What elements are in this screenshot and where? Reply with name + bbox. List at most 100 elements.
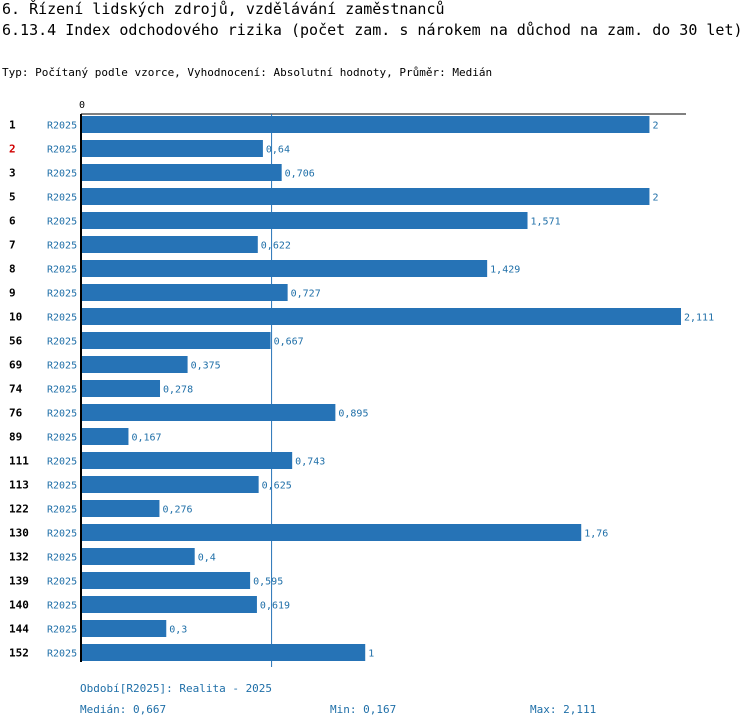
- chart-subtitle: Typ: Počítaný podle vzorce, Vyhodnocení:…: [2, 66, 493, 79]
- bar: [82, 524, 582, 541]
- row-id-label: 122: [9, 503, 29, 516]
- row-period-label: R2025: [47, 553, 77, 564]
- row-id-label: 89: [9, 431, 22, 444]
- bar: [82, 356, 188, 373]
- bar-value-label: 0,4: [198, 553, 216, 564]
- bar-value-label: 2,111: [684, 313, 714, 324]
- row-period-label: R2025: [47, 217, 77, 228]
- bar: [82, 572, 251, 589]
- row-period-label: R2025: [47, 481, 77, 492]
- row-period-label: R2025: [47, 409, 77, 420]
- x-axis-zero-label: 0: [79, 100, 85, 111]
- row-period-label: R2025: [47, 145, 77, 156]
- row-id-label: 113: [9, 479, 29, 492]
- bar: [82, 500, 160, 517]
- row-period-label: R2025: [47, 433, 77, 444]
- row-period-label: R2025: [47, 385, 77, 396]
- bar: [82, 116, 650, 133]
- max-summary: Max: 2,111: [530, 703, 597, 716]
- row-period-label: R2025: [47, 625, 77, 636]
- bar: [82, 452, 293, 469]
- bar: [82, 332, 271, 349]
- row-id-label: 69: [9, 359, 22, 372]
- bar-value-label: 1: [368, 649, 374, 660]
- row-period-label: R2025: [47, 241, 77, 252]
- bar-value-label: 1,429: [490, 265, 520, 276]
- bar-value-label: 0,625: [262, 481, 292, 492]
- row-period-label: R2025: [47, 169, 77, 180]
- row-id-label: 1: [9, 119, 16, 132]
- bar: [82, 236, 258, 253]
- bar-value-label: 0,622: [261, 241, 291, 252]
- row-id-label: 130: [9, 527, 29, 540]
- row-id-label: 144: [9, 623, 29, 636]
- row-period-label: R2025: [47, 505, 77, 516]
- bar: [82, 428, 129, 445]
- bar: [82, 404, 336, 421]
- bar: [82, 380, 161, 397]
- row-id-label: 56: [9, 335, 23, 348]
- row-id-label: 74: [9, 383, 23, 396]
- row-period-label: R2025: [47, 313, 77, 324]
- row-id-label: 5: [9, 191, 16, 204]
- bar-value-label: 0,706: [285, 169, 315, 180]
- median-summary: Medián: 0,667: [80, 703, 167, 716]
- bar: [82, 284, 288, 301]
- row-id-label: 3: [9, 167, 16, 180]
- indicator-title: 6.13.4 Index odchodového rizika (počet z…: [2, 21, 743, 39]
- bar: [82, 548, 195, 565]
- section-title: 6. Řízení lidských zdrojů, vzdělávání za…: [2, 0, 445, 18]
- row-period-label: R2025: [47, 361, 77, 372]
- row-period-label: R2025: [47, 529, 77, 540]
- bar: [82, 644, 366, 661]
- bar-value-label: 0,167: [131, 433, 161, 444]
- row-id-label: 6: [9, 215, 16, 228]
- row-id-label: 111: [9, 455, 29, 468]
- row-id-label: 9: [9, 287, 16, 300]
- bar-value-label: 1,76: [584, 529, 608, 540]
- row-period-label: R2025: [47, 265, 77, 276]
- row-period-label: R2025: [47, 457, 77, 468]
- bar-value-label: 2: [652, 121, 658, 132]
- bar: [82, 140, 263, 157]
- bar: [82, 596, 257, 613]
- bar: [82, 164, 282, 181]
- row-id-label: 2: [9, 143, 16, 156]
- row-id-label: 10: [9, 311, 22, 324]
- bar-value-label: 0,667: [274, 337, 304, 348]
- bar-value-label: 0,64: [266, 145, 290, 156]
- bar-value-label: 0,3: [169, 625, 187, 636]
- bar-value-label: 0,727: [291, 289, 321, 300]
- row-id-label: 8: [9, 263, 16, 276]
- row-period-label: R2025: [47, 193, 77, 204]
- bar: [82, 308, 681, 325]
- bar-value-label: 0,278: [163, 385, 193, 396]
- bar-value-label: 0,595: [253, 577, 283, 588]
- period-legend: Období[R2025]: Realita - 2025: [80, 682, 273, 695]
- row-id-label: 76: [9, 407, 23, 420]
- row-id-label: 140: [9, 599, 29, 612]
- min-summary: Min: 0,167: [330, 703, 397, 716]
- bar-value-label: 0,743: [295, 457, 325, 468]
- bar-value-label: 1,571: [531, 217, 561, 228]
- row-id-label: 132: [9, 551, 29, 564]
- bar: [82, 620, 167, 637]
- bar: [82, 212, 528, 229]
- row-period-label: R2025: [47, 289, 77, 300]
- row-period-label: R2025: [47, 577, 77, 588]
- bar-value-label: 0,619: [260, 601, 290, 612]
- row-period-label: R2025: [47, 121, 77, 132]
- row-period-label: R2025: [47, 601, 77, 612]
- bar-value-label: 0,895: [338, 409, 368, 420]
- row-period-label: R2025: [47, 649, 77, 660]
- bar: [82, 476, 259, 493]
- bar-value-label: 0,276: [162, 505, 192, 516]
- row-period-label: R2025: [47, 337, 77, 348]
- bar: [82, 260, 488, 277]
- row-id-label: 139: [9, 575, 29, 588]
- row-id-label: 7: [9, 239, 16, 252]
- bar-value-label: 0,375: [191, 361, 221, 372]
- row-id-label: 152: [9, 647, 29, 660]
- bar-value-label: 2: [652, 193, 658, 204]
